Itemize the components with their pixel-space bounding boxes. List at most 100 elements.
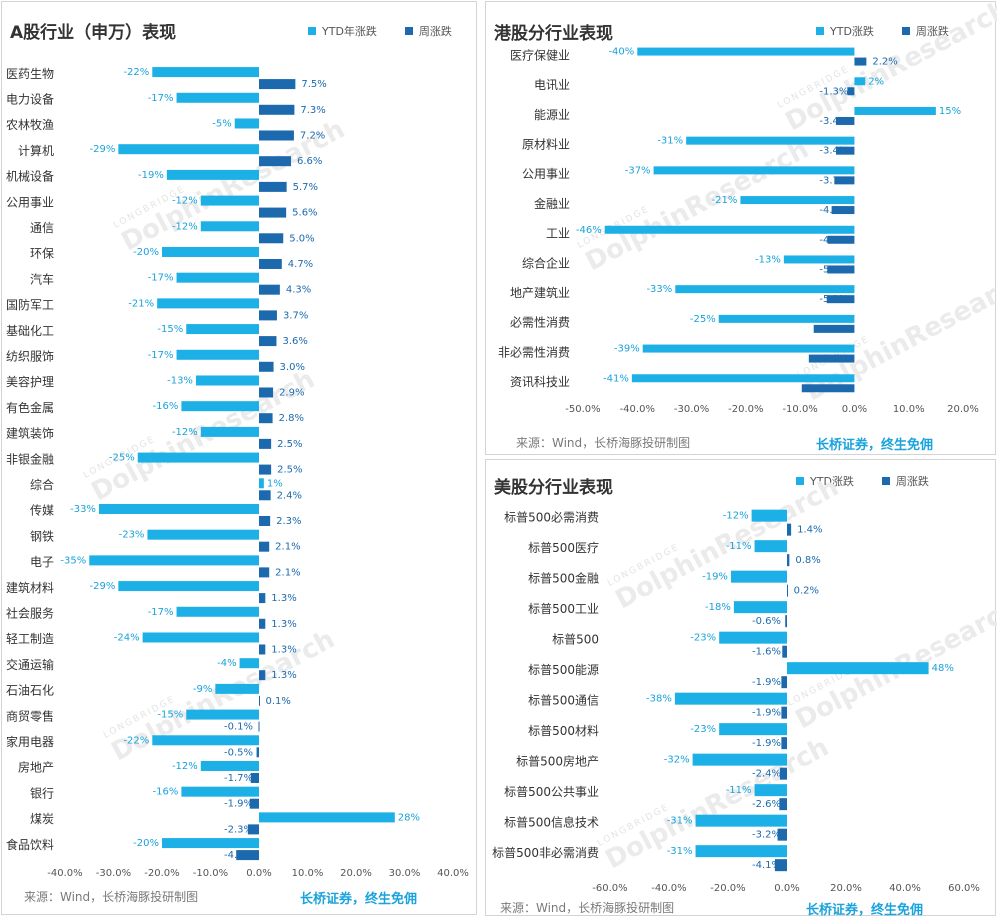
ytd-bar [152, 735, 259, 746]
weekly-data-label: 1.3% [271, 619, 296, 630]
a-share-legend: YTD年涨跌 周涨跌 [308, 23, 452, 39]
weekly-data-label: -7.5% [819, 324, 848, 335]
category-label: 汽车 [30, 271, 54, 286]
hk-share-chart: -50.0% -40.0% -30.0% -20.0% -10.0% 0.0% 10.0% 2… [498, 47, 979, 415]
weekly-bar [236, 850, 259, 861]
ytd-data-label: -31% [667, 816, 693, 827]
ytd-data-label: -23% [119, 530, 145, 541]
ytd-bar [152, 67, 259, 78]
ytd-data-label: -20% [133, 247, 159, 258]
weekly-bar [781, 676, 787, 689]
weekly-bar [259, 336, 277, 347]
weekly-bar [854, 57, 867, 66]
weekly-bar [801, 384, 855, 393]
ytd-data-label: -29% [90, 581, 116, 592]
ytd-bar [176, 272, 259, 283]
ytd-bar [733, 601, 787, 614]
weekly-data-label: -4.7% [224, 850, 253, 861]
ytd-data-label: -18% [705, 602, 731, 613]
weekly-data-label: -0.1% [224, 722, 253, 733]
ytd-data-label: -29% [90, 144, 116, 155]
weekly-bar [259, 233, 284, 244]
ytd-data-label: -11% [726, 541, 752, 552]
weekly-data-label: -1.9% [752, 677, 781, 688]
ytd-bar [259, 478, 264, 489]
category-label: 计算机 [18, 143, 54, 158]
weekly-bar [259, 130, 294, 141]
category-label: 传媒 [30, 503, 54, 518]
x-tick-label: 10.0% [292, 868, 324, 879]
ytd-bar [89, 555, 259, 566]
weekly-data-label: -3.4% [819, 146, 848, 157]
ytd-bar [686, 136, 855, 145]
category-label: 美容护理 [6, 374, 54, 389]
category-label: 食品饮料 [6, 837, 54, 852]
ytd-bar [234, 118, 259, 129]
category-label: 标普500 [552, 633, 599, 647]
ytd-bar [98, 503, 259, 514]
x-tick-label: -50.0% [565, 404, 600, 415]
weekly-data-label: 1.3% [271, 644, 296, 655]
weekly-data-label: -4.1% [752, 860, 781, 871]
weekly-bar [781, 706, 787, 719]
weekly-data-label: -1.9% [752, 708, 781, 719]
x-tick-label: -20.0% [728, 404, 763, 415]
weekly-data-label: 1.3% [271, 670, 296, 681]
weekly-data-label: -5.1% [819, 294, 848, 305]
ytd-data-label: -13% [167, 375, 193, 386]
ytd-data-label: -25% [690, 314, 716, 325]
weekly-bar [259, 541, 270, 552]
weekly-data-label: -8.4% [819, 354, 848, 365]
ytd-bar [162, 246, 259, 257]
ytd-bar [692, 753, 787, 766]
weekly-bar [259, 464, 272, 475]
ytd-data-label: -12% [172, 221, 198, 232]
ytd-bar [754, 784, 787, 797]
category-label: 非必需性消费 [498, 345, 570, 359]
category-label: 国防军工 [6, 297, 54, 312]
us-share-brand: 长桥证券，终生免佣 [806, 903, 924, 918]
category-label: 公用事业 [522, 167, 570, 181]
ytd-data-label: -17% [148, 350, 174, 361]
ytd-bar [176, 606, 259, 617]
weekly-data-label: -1.7% [224, 773, 253, 784]
ytd-bar [147, 529, 259, 540]
weekly-data-label: 7.5% [301, 79, 326, 90]
category-label: 标普500通信 [528, 694, 599, 708]
ytd-data-label: -12% [172, 761, 198, 772]
weekly-bar [259, 104, 295, 115]
ytd-bar [118, 581, 259, 592]
x-tick-label: 20.0% [340, 868, 372, 879]
weekly-data-label: -3.4% [819, 116, 848, 127]
category-label: 社会服务 [6, 605, 54, 620]
legend-weekly-swatch [881, 477, 890, 485]
weekly-data-label: -1.9% [752, 738, 781, 749]
ytd-bar [166, 169, 259, 180]
ytd-bar [751, 509, 787, 522]
weekly-bar [247, 824, 259, 835]
category-label: 电子 [30, 555, 54, 569]
a-share-chart: -40.0% -30.0% -20.0% -10.0% 0.0% 10.0% 20.0% 30… [6, 67, 469, 879]
legend-ytd-swatch [308, 27, 316, 35]
category-label: 工业 [546, 227, 570, 241]
a-share-panel: A股行业（申万）表现 YTD年涨跌 周涨跌 LONGBRIDGE DolphinRe… [1, 1, 477, 915]
ytd-data-label: -31% [657, 136, 683, 147]
ytd-bar [695, 845, 787, 858]
category-label: 机械设备 [6, 169, 54, 184]
category-label: 农林牧渔 [6, 118, 54, 132]
weekly-bar [259, 593, 266, 604]
category-label: 医药生物 [6, 67, 54, 81]
weekly-data-label: -2.6% [752, 799, 781, 810]
weekly-data-label: -4.2% [819, 205, 848, 216]
x-tick-label: -30.0% [674, 404, 709, 415]
weekly-data-label: 2.1% [275, 567, 300, 578]
weekly-bar [834, 176, 855, 185]
weekly-data-label: 0.2% [794, 586, 819, 597]
weekly-data-label: 0.8% [795, 555, 820, 566]
ytd-data-label: -12% [723, 511, 749, 522]
weekly-data-label: 2.5% [277, 439, 302, 450]
category-label: 地产建筑业 [510, 285, 570, 300]
weekly-data-label: 2.5% [277, 465, 302, 476]
ytd-bar [186, 709, 259, 720]
ytd-data-label: -31% [667, 846, 693, 857]
